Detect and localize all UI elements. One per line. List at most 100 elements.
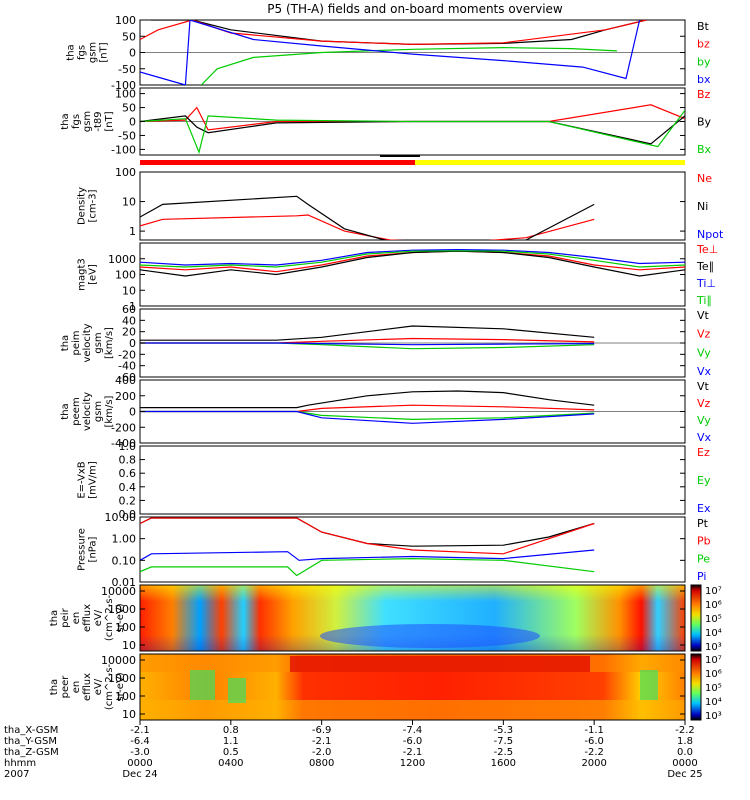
series-line <box>140 20 641 85</box>
y-axis-label-line: [nPa] <box>88 536 99 562</box>
legend-entry: Bz <box>697 88 711 101</box>
legend-entry: Te∥ <box>696 260 714 273</box>
y-tick-label: 1000 <box>108 603 136 616</box>
y-axis-label-line: velocity <box>82 323 93 362</box>
legend-entry: Pi <box>697 570 706 583</box>
colorbar-tick-label: 10³ <box>705 711 722 722</box>
y-axis-label-line: Pressure <box>77 528 88 571</box>
y-tick-label: 1 <box>129 225 136 238</box>
legend-entry: Ti∥ <box>696 294 712 307</box>
ion-spectrogram <box>139 584 686 652</box>
series-line <box>140 250 685 268</box>
y-axis-label-line: eV/ <box>93 678 104 695</box>
colorbar-tick-label: 10⁵ <box>705 683 722 694</box>
series-line <box>140 20 647 46</box>
legend-entry: Ex <box>697 502 711 515</box>
y-axis-label-line: [km/s] <box>104 395 115 427</box>
y-axis-label-line: efflux <box>82 673 93 701</box>
electron-spectrogram-green-patch-c <box>640 670 658 700</box>
y-axis-label-line: [nT] <box>99 42 110 62</box>
y-tick-label: 0.10 <box>112 554 137 567</box>
y-tick-label: 0.6 <box>119 467 137 480</box>
y-tick-label: -50 <box>118 129 136 142</box>
legend-entry: Vt <box>697 309 710 322</box>
y-axis-label-line: fgs <box>77 45 88 60</box>
panel-series-group <box>140 248 685 277</box>
y-axis-label-line: gsm <box>93 401 104 422</box>
y-tick-label: 1.0 <box>119 440 137 453</box>
time-axis-value: -2.0 <box>312 747 332 758</box>
legend-entry: Vy <box>697 346 711 359</box>
y-axis-label-line: (cm^2-s- <box>104 594 115 641</box>
y-axis-label-line: tha <box>66 44 77 60</box>
series-line <box>140 195 595 240</box>
legend-entry: by <box>697 55 711 68</box>
panel-series-group <box>140 325 685 350</box>
panel-series-group <box>140 195 595 240</box>
time-axis-value: -2.1 <box>312 736 332 747</box>
time-axis-value: -1.1 <box>584 725 604 736</box>
legend-entry: Npot <box>697 228 724 241</box>
time-axis-value: 0000 <box>672 758 697 769</box>
panel-frame-density <box>139 171 686 241</box>
panel-frame-efield <box>139 445 686 515</box>
series-line <box>200 46 617 85</box>
legend-entry: Ni <box>697 200 708 213</box>
time-axis-row-label: tha_Y-GSM <box>4 736 57 747</box>
y-axis-label-line: [eV] <box>88 264 99 285</box>
y-axis-label-line: tha <box>49 610 60 626</box>
time-axis: tha_X-GSM -2.1 0.8 -6.9 -7.4 -5.3 -1.1 -2.2 tha_… <box>4 720 703 780</box>
y-tick-label: 100 <box>115 14 136 27</box>
y-tick-label: -40 <box>118 360 136 373</box>
y-tick-label: 0.4 <box>119 481 137 494</box>
time-axis-value: -6.9 <box>312 725 332 736</box>
y-tick-label: 50 <box>122 102 136 115</box>
time-axis-value: -7.4 <box>403 725 423 736</box>
y-tick-label: -100 <box>111 79 136 92</box>
y-axis-labels: tha fgs gsm [nT]tha fgs gsm -t89 [nT]Density [cm… <box>49 42 126 710</box>
y-tick-label: 0 <box>129 406 136 419</box>
y-axis-label-line: efflux <box>82 604 93 632</box>
legend-entry: Bx <box>697 143 712 156</box>
ion-spectrogram-low-flux-region <box>320 624 540 648</box>
y-tick-label: -60 <box>118 371 136 384</box>
legend-entry: Vx <box>697 431 712 444</box>
y-axis-label-line: en <box>71 612 82 625</box>
y-axis-label-line: gsm <box>93 332 104 353</box>
y-tick-label: 20 <box>122 326 136 339</box>
time-axis-value: -2.2 <box>584 747 604 758</box>
colorbar-tick-label: 10⁷ <box>705 586 722 597</box>
series-line <box>140 404 595 413</box>
y-tick-label: 0.2 <box>119 494 137 507</box>
y-axis-label-line: [cm-3] <box>88 189 99 222</box>
time-axis-value: -6.0 <box>403 736 423 747</box>
time-axis-value: -3.0 <box>130 747 150 758</box>
panel-series-group <box>140 20 685 85</box>
y-axis-label-line: gsm <box>88 42 99 63</box>
series-line <box>140 248 685 266</box>
time-axis-value: 0.8 <box>223 725 239 736</box>
y-tick-label: 0 <box>129 116 136 129</box>
y-axis-label-line: Density <box>77 187 88 225</box>
panel-series-group <box>140 517 595 577</box>
time-axis-value: 0000 <box>127 758 152 769</box>
y-tick-label: 1000 <box>108 253 136 266</box>
y-axis-label-line: E=-VxB <box>77 461 88 498</box>
y-tick-label: 10 <box>122 708 136 721</box>
y-tick-label: 10000 <box>101 585 136 598</box>
legend-entry: Ey <box>697 474 711 487</box>
y-tick-label: 0.01 <box>112 576 137 589</box>
time-axis-value: 1600 <box>491 758 516 769</box>
time-axis-value: -2.5 <box>494 747 514 758</box>
colorbar-tick-label: 10⁵ <box>705 614 722 625</box>
y-axis-label-line: peir <box>60 607 71 627</box>
y-tick-label: -20 <box>118 348 136 361</box>
series-line <box>140 214 595 240</box>
colorbar-tick-label: 10⁶ <box>705 669 722 680</box>
series-line <box>140 109 685 155</box>
legend-entry: Pb <box>697 535 711 548</box>
time-axis-value: -6.0 <box>584 736 604 747</box>
legend-entry: Vz <box>697 328 711 341</box>
time-axis-row-label: hhmm <box>4 758 36 769</box>
y-tick-label: 10 <box>122 284 136 297</box>
